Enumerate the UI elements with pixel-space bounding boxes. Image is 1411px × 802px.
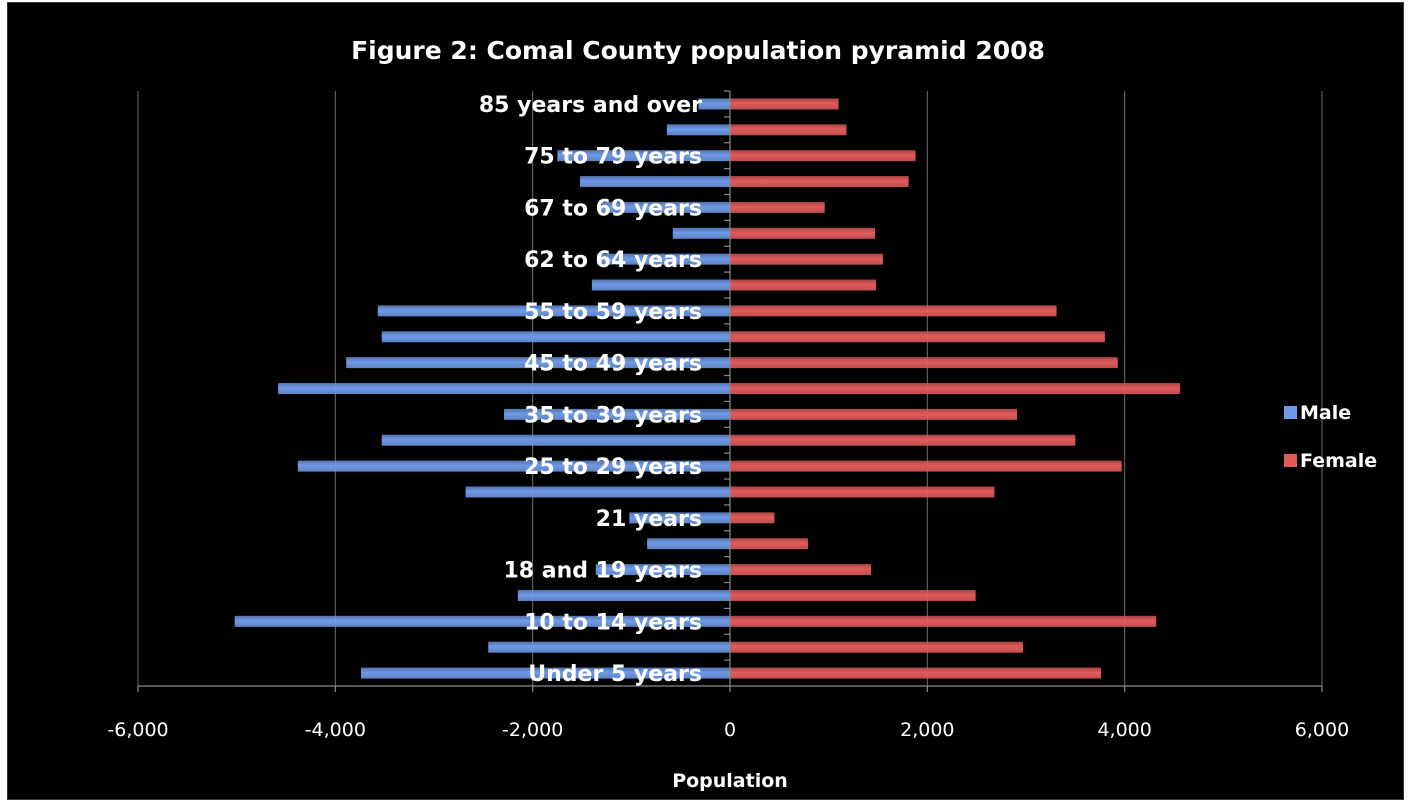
female-bar: [730, 331, 1105, 343]
male-bar: [360, 667, 730, 679]
female-bar: [730, 615, 1157, 627]
population-pyramid-chart: Figure 2: Comal County population pyrami…: [107, 36, 1377, 792]
female-bar: [730, 408, 1018, 420]
category-label: 45 to 49 years: [524, 352, 702, 377]
male-bar: [672, 227, 730, 239]
x-tick-label: -2,000: [502, 719, 563, 741]
category-label: 85 years and over: [479, 93, 702, 118]
male-bar: [504, 408, 730, 420]
male-bar: [381, 434, 730, 446]
female-bar: [730, 124, 847, 136]
female-bar: [730, 564, 872, 576]
category-label: 67 to 69 years: [524, 196, 702, 221]
x-tick-label: 2,000: [900, 719, 954, 741]
male-bar: [580, 176, 730, 188]
category-label: 18 and 19 years: [503, 559, 702, 584]
category-label: 25 to 29 years: [524, 455, 702, 480]
female-bar: [730, 176, 909, 188]
category-label: 10 to 14 years: [524, 610, 702, 635]
female-bar: [730, 538, 808, 550]
male-bar: [557, 150, 730, 162]
category-label: 55 to 59 years: [524, 300, 702, 325]
male-bar: [629, 512, 730, 524]
male-bar: [234, 615, 730, 627]
category-label: 62 to 64 years: [524, 248, 702, 273]
chart-title: Figure 2: Comal County population pyrami…: [351, 36, 1045, 65]
female-legend-swatch: [1284, 454, 1297, 467]
male-bar: [591, 279, 730, 291]
female-bar: [730, 357, 1118, 369]
x-tick-labels: -6,000 -4,000 -2,000 0 2,000 4,000 6,000: [107, 719, 1349, 741]
bars: [234, 98, 1180, 679]
male-bar: [278, 383, 730, 394]
male-bar: [601, 201, 730, 213]
male-bar: [595, 564, 730, 576]
category-label: 21 years: [596, 507, 702, 532]
male-bar: [381, 331, 730, 343]
female-bar: [730, 383, 1180, 394]
male-bar: [488, 641, 730, 653]
male-bar: [596, 253, 730, 265]
female-legend-label: Female: [1300, 450, 1377, 472]
x-tick-label: -4,000: [305, 719, 366, 741]
male-bar: [465, 486, 730, 498]
female-bar: [730, 279, 877, 291]
female-bar: [730, 98, 839, 110]
chart-area: Figure 2: Comal County population pyrami…: [7, 2, 1404, 800]
male-bar: [517, 589, 730, 601]
axes: [137, 90, 1323, 692]
male-bar: [698, 98, 730, 110]
female-bar: [730, 227, 876, 239]
male-bar: [346, 357, 730, 369]
male-bar: [666, 124, 730, 136]
x-tick-label: 4,000: [1097, 719, 1151, 741]
female-bar: [730, 486, 995, 498]
male-bar: [377, 305, 730, 317]
male-legend-label: Male: [1300, 402, 1351, 424]
category-label: Under 5 years: [528, 662, 702, 687]
female-bar: [730, 253, 883, 265]
female-bar: [730, 150, 916, 162]
legend: Male Female: [1284, 402, 1377, 472]
male-bar: [297, 460, 730, 472]
female-bar: [730, 305, 1057, 317]
female-bar: [730, 589, 976, 601]
category-labels: 85 years and over 75 to 79 years 67 to 69 …: [479, 93, 702, 687]
x-axis-title: Population: [672, 770, 788, 792]
x-tick-label: 6,000: [1295, 719, 1349, 741]
male-legend-swatch: [1284, 406, 1297, 419]
category-label: 35 to 39 years: [524, 403, 702, 428]
female-bar: [730, 460, 1122, 472]
female-bar: [730, 667, 1101, 679]
female-bar: [730, 201, 825, 213]
male-bar: [647, 538, 730, 550]
x-tick-label: 0: [724, 719, 736, 741]
female-bar: [730, 434, 1076, 446]
female-bar: [730, 641, 1024, 653]
x-tick-label: -6,000: [107, 719, 168, 741]
category-label: 75 to 79 years: [524, 145, 702, 170]
female-bar: [730, 512, 775, 524]
